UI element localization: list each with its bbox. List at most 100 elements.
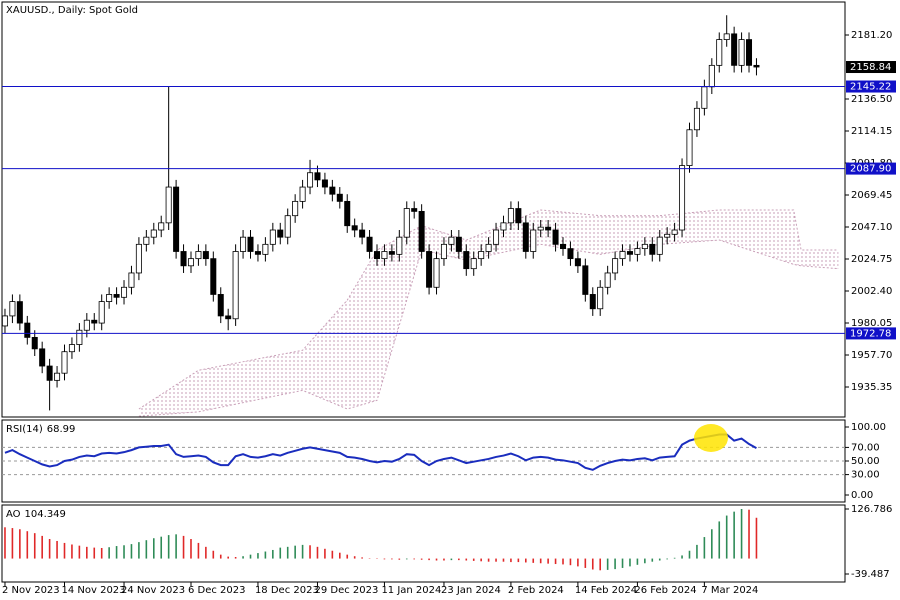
- cloud-edge: [138, 239, 839, 417]
- candle-body: [396, 236, 403, 255]
- candle-body: [470, 258, 477, 270]
- candle-body: [373, 251, 381, 260]
- candle-body: [753, 64, 760, 68]
- candle-body: [545, 226, 552, 231]
- rsi-line: [4, 433, 757, 471]
- candle-body: [135, 243, 142, 274]
- candle-body: [76, 329, 83, 345]
- candle-body: [634, 248, 641, 255]
- candle-body: [54, 372, 61, 381]
- candle-body: [195, 251, 202, 260]
- y-tick-label: 2002.40: [851, 286, 892, 297]
- candle-body: [641, 243, 648, 250]
- candle-body: [16, 301, 23, 324]
- y-tick-label: 30.00: [851, 470, 880, 481]
- candle-body: [187, 258, 194, 267]
- candle-body: [679, 165, 686, 231]
- candle-body: [31, 336, 38, 350]
- candle-body: [411, 208, 418, 212]
- candle-body: [24, 322, 31, 338]
- candle-body: [68, 344, 75, 353]
- y-tick-label: 2136.50: [851, 94, 892, 105]
- y-tick-label: 2181.20: [851, 30, 892, 41]
- candle-body: [351, 225, 358, 231]
- candle-body: [321, 179, 328, 188]
- candle-body: [240, 236, 247, 252]
- y-tick-label: 1980.05: [851, 318, 892, 329]
- overlay-layer: 2145.22 2087.90 1972.78 2158.84 RSI(14) 68.99…: [2, 61, 896, 520]
- level-label: 2145.22: [850, 82, 891, 93]
- y-tick-label: 2047.10: [851, 222, 892, 233]
- candle-body: [307, 172, 314, 188]
- candle-body: [344, 200, 351, 227]
- level-label-box: [846, 327, 896, 340]
- candle-body: [723, 33, 730, 40]
- candle-body: [522, 222, 529, 252]
- candle-body: [418, 210, 425, 252]
- y-tick-label: 126.786: [851, 504, 892, 515]
- panel-value: 104.349: [25, 509, 66, 520]
- candle-body: [292, 200, 299, 217]
- candle-body: [597, 286, 604, 310]
- candle-body: [626, 251, 633, 255]
- candle-body: [388, 251, 395, 255]
- candle-body: [500, 222, 507, 231]
- candle-body: [478, 251, 485, 260]
- candle-body: [567, 248, 574, 260]
- y-tick-label: 1935.35: [851, 382, 892, 393]
- candle-body: [612, 258, 619, 274]
- highlight: [694, 424, 728, 452]
- candle-body: [485, 243, 492, 252]
- candle-body: [329, 186, 336, 195]
- candle-body: [284, 215, 291, 238]
- candle-body: [128, 272, 135, 288]
- x-tick-label: 26 Feb 2024: [634, 585, 696, 596]
- y-tick-label: 2069.45: [851, 190, 892, 201]
- x-tick-label: 6 Dec 2023: [188, 585, 246, 596]
- candle-body: [433, 258, 440, 288]
- candle-body: [656, 236, 663, 255]
- candle-body: [247, 236, 254, 252]
- candle-body: [604, 272, 611, 288]
- candle-body: [336, 193, 343, 202]
- candle-body: [693, 107, 700, 131]
- candle-body: [9, 301, 16, 317]
- y-tick-label: 50.00: [851, 456, 880, 467]
- candle-body: [664, 233, 671, 238]
- candle-body: [269, 229, 276, 245]
- level-label: 1972.78: [850, 328, 891, 339]
- x-tick-label: 2 Nov 2023: [2, 585, 60, 596]
- level-label: 2087.90: [850, 164, 891, 175]
- y-tick-label: 100.00: [851, 422, 886, 433]
- last-price-label: 2158.84: [850, 62, 891, 73]
- candle-body: [83, 319, 90, 331]
- candle-body: [1, 315, 8, 327]
- candle-body: [299, 186, 306, 202]
- last-price-box: [846, 61, 896, 74]
- y-tick-label: 70.00: [851, 442, 880, 453]
- panel-title: AO: [6, 509, 21, 520]
- candle-body: [507, 208, 514, 224]
- candle-body: [537, 226, 544, 231]
- candle-body: [716, 39, 723, 66]
- candle-body: [46, 365, 53, 381]
- candle-body: [403, 208, 410, 238]
- y-tick-label: 0.00: [851, 490, 873, 501]
- candle-body: [530, 229, 537, 252]
- x-tick-label: 24 Nov 2023: [121, 585, 185, 596]
- candle-body: [165, 186, 172, 224]
- ao-panel: [1, 504, 846, 583]
- candle-body: [143, 236, 150, 245]
- x-tick-label: 7 Mar 2024: [701, 585, 758, 596]
- x-tick-label: 11 Jan 2024: [381, 585, 441, 596]
- candle-body: [225, 315, 232, 320]
- candle-body: [106, 294, 113, 302]
- x-tick-label: 23 Jan 2024: [441, 585, 501, 596]
- candle-body: [254, 251, 261, 255]
- candle-body: [150, 229, 157, 238]
- candle-body: [210, 258, 217, 295]
- candle-body: [314, 172, 321, 181]
- candle-body: [574, 258, 581, 267]
- x-tick-label: 14 Nov 2023: [61, 585, 125, 596]
